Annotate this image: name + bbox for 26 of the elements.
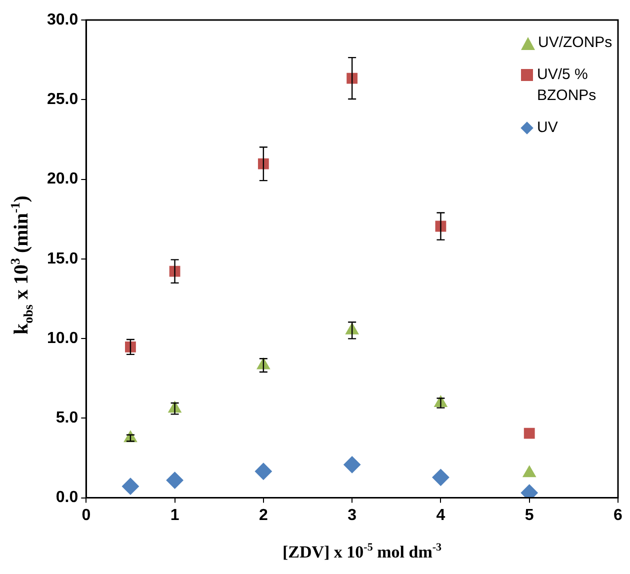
x-tick-label: 6 [614, 506, 623, 524]
point [122, 478, 139, 495]
x-tick-label: 4 [436, 506, 446, 524]
y-tick-label: 15.0 [47, 250, 78, 268]
y-tick-label: 30.0 [47, 11, 78, 28]
x-axis-title: [ZDV] x 10$^{-5}$ mol dm$^{-3}$ [282, 542, 442, 562]
x-tick-label: 0 [82, 506, 91, 524]
point [344, 456, 361, 474]
y-tick-label: 10.0 [47, 330, 78, 347]
y-tick-label: 5.0 [56, 410, 78, 427]
y-tick-label: 20.0 [47, 170, 78, 188]
point [166, 472, 184, 489]
legend-label: UV/ZONPs [538, 33, 614, 53]
y-tick-label: 0.0 [56, 489, 78, 506]
x-tick-label: 1 [170, 506, 180, 524]
point [432, 468, 450, 486]
x-tick-label: 3 [348, 506, 357, 524]
x-tick-label: 5 [524, 506, 534, 524]
point [254, 462, 272, 480]
legend-label: UV [537, 118, 559, 138]
point [125, 342, 136, 352]
y-tick-label: 25.0 [47, 91, 78, 108]
x-tick-label: 2 [258, 506, 268, 524]
point [522, 466, 536, 478]
point [524, 428, 535, 439]
legend-label: UV/5 % BZONPs [537, 65, 598, 106]
